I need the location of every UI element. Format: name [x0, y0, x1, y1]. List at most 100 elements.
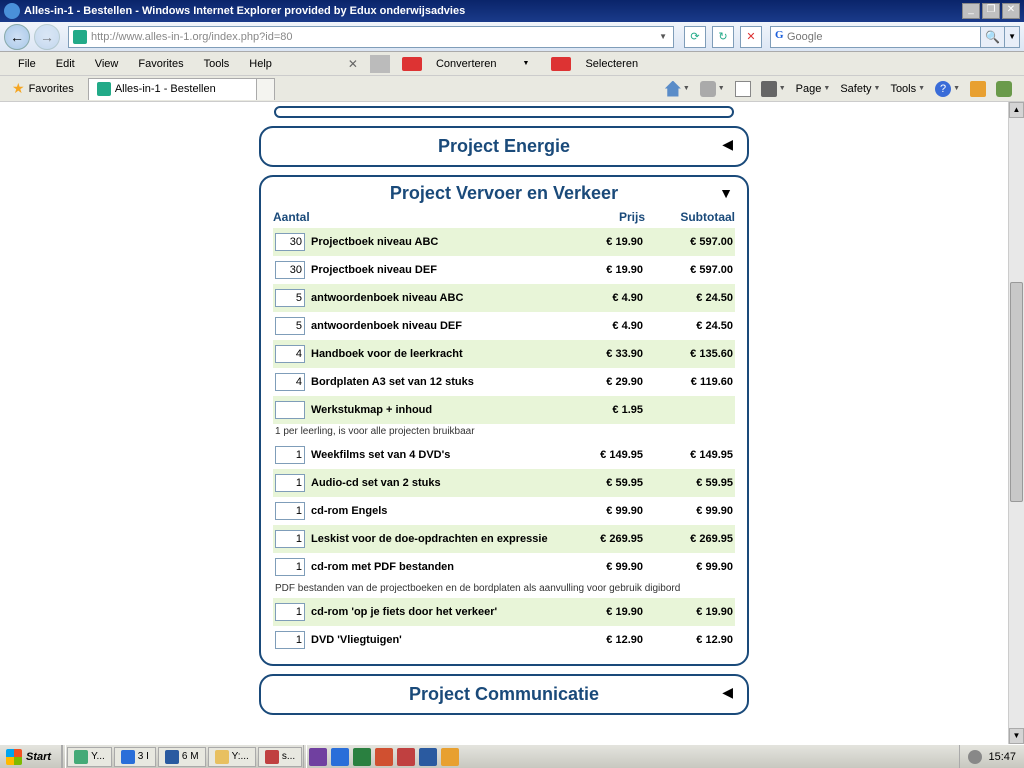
new-tab-button[interactable] [257, 78, 275, 100]
quantity-input[interactable] [275, 603, 305, 621]
product-subtotal: € 99.90 [643, 505, 733, 517]
search-input[interactable] [787, 31, 980, 43]
help-button[interactable]: ?▼ [931, 79, 964, 99]
close-button[interactable]: ✕ [1002, 3, 1020, 19]
panel-vervoer-toggle[interactable]: ▼ [719, 185, 733, 201]
menu-favorites[interactable]: Favorites [128, 55, 193, 73]
product-name: Projectboek niveau ABC [311, 236, 553, 248]
panel-communicatie-toggle[interactable]: ◀ [722, 684, 733, 701]
product-price: € 4.90 [553, 292, 643, 304]
safety-menu[interactable]: Safety▼ [836, 81, 884, 97]
quantity-input[interactable] [275, 261, 305, 279]
quicklaunch-icon[interactable] [353, 748, 371, 766]
menu-help[interactable]: Help [239, 55, 282, 73]
maximize-button[interactable]: ❐ [982, 3, 1000, 19]
taskbar-item-icon [265, 750, 279, 764]
product-row: Projectboek niveau DEF€ 19.90€ 597.00 [273, 256, 735, 284]
quantity-input[interactable] [275, 401, 305, 419]
product-row: Bordplaten A3 set van 12 stuks€ 29.90€ 1… [273, 368, 735, 396]
menu-edit[interactable]: Edit [46, 55, 85, 73]
close-toolbar-icon[interactable]: ✕ [342, 57, 364, 71]
quicklaunch-icon[interactable] [375, 748, 393, 766]
taskbar-item[interactable]: 6 M [158, 747, 206, 767]
quantity-input[interactable] [275, 345, 305, 363]
quantity-input[interactable] [275, 446, 305, 464]
page-menu[interactable]: Page▼ [792, 81, 835, 97]
quantity-input[interactable] [275, 373, 305, 391]
start-button[interactable]: Start [0, 745, 62, 768]
product-price: € 99.90 [553, 561, 643, 573]
forward-button[interactable]: → [34, 24, 60, 50]
menu-file[interactable]: File [8, 55, 46, 73]
window-title: Alles-in-1 - Bestellen - Windows Interne… [24, 5, 960, 17]
home-button[interactable]: ▼ [661, 79, 694, 99]
url-input[interactable] [91, 31, 657, 43]
quicklaunch-icon[interactable] [441, 748, 459, 766]
menu-tools[interactable]: Tools [194, 55, 240, 73]
product-row: DVD 'Vliegtuigen'€ 12.90€ 12.90 [273, 626, 735, 654]
taskbar-item-icon [121, 750, 135, 764]
messenger-button[interactable] [992, 79, 1016, 99]
favorites-button[interactable]: ★ Favorites [4, 77, 82, 100]
vertical-scrollbar[interactable]: ▲ ▼ [1008, 102, 1024, 744]
quicklaunch-icon[interactable] [419, 748, 437, 766]
product-note: 1 per leerling, is voor alle projecten b… [273, 424, 735, 441]
address-dropdown[interactable]: ▼ [657, 32, 669, 41]
research-button[interactable] [966, 79, 990, 99]
tools-menu[interactable]: Tools▼ [886, 81, 929, 97]
quicklaunch-icon[interactable] [331, 748, 349, 766]
product-row: Handboek voor de leerkracht€ 33.90€ 135.… [273, 340, 735, 368]
search-button[interactable]: 🔍 [980, 27, 1004, 47]
compat-button[interactable]: ⟳ [684, 26, 706, 48]
quantity-input[interactable] [275, 502, 305, 520]
page-tab[interactable]: Alles-in-1 - Bestellen [88, 78, 257, 100]
product-row: Weekfilms set van 4 DVD's€ 149.95€ 149.9… [273, 441, 735, 469]
quicklaunch-icon[interactable] [397, 748, 415, 766]
minimize-button[interactable]: _ [962, 3, 980, 19]
taskbar-item[interactable]: Y:... [208, 747, 256, 767]
taskbar-item[interactable]: s... [258, 747, 302, 767]
search-dropdown[interactable]: ▼ [1004, 27, 1019, 47]
panel-energie: Project Energie ◀ [259, 126, 749, 167]
menu-view[interactable]: View [85, 55, 129, 73]
stop-button[interactable]: ✕ [740, 26, 762, 48]
quantity-input[interactable] [275, 530, 305, 548]
panel-communicatie: Project Communicatie ◀ [259, 674, 749, 715]
scroll-thumb[interactable] [1010, 282, 1023, 502]
quantity-input[interactable] [275, 558, 305, 576]
product-name: Weekfilms set van 4 DVD's [311, 449, 553, 461]
scroll-down-button[interactable]: ▼ [1009, 728, 1024, 744]
product-row: Projectboek niveau ABC€ 19.90€ 597.00 [273, 228, 735, 256]
quantity-input[interactable] [275, 233, 305, 251]
system-tray: 15:47 [959, 745, 1024, 768]
taskbar-item[interactable]: Y... [67, 747, 112, 767]
collapsed-top-panel[interactable] [274, 106, 734, 118]
quicklaunch-icon[interactable] [309, 748, 327, 766]
product-name: DVD 'Vliegtuigen' [311, 634, 553, 646]
quantity-input[interactable] [275, 317, 305, 335]
quantity-input[interactable] [275, 631, 305, 649]
product-note: PDF bestanden van de projectboeken en de… [273, 581, 735, 598]
print-button[interactable]: ▼ [757, 79, 790, 99]
product-name: Werkstukmap + inhoud [311, 404, 553, 416]
product-name: cd-rom 'op je fiets door het verkeer' [311, 606, 553, 618]
content-area: Project Energie ◀ Project Vervoer en Ver… [0, 102, 1024, 744]
back-button[interactable]: ← [4, 24, 30, 50]
selecteren-button[interactable]: Selecteren [545, 53, 654, 75]
product-price: € 12.90 [553, 634, 643, 646]
scroll-up-button[interactable]: ▲ [1009, 102, 1024, 118]
feeds-button[interactable]: ▼ [696, 79, 729, 99]
panel-energie-toggle[interactable]: ◀ [722, 136, 733, 153]
tray-icon[interactable] [968, 750, 982, 764]
product-name: antwoordenboek niveau DEF [311, 320, 553, 332]
refresh-button[interactable]: ↻ [712, 26, 734, 48]
quantity-input[interactable] [275, 289, 305, 307]
address-bar[interactable]: ▼ [68, 26, 674, 48]
quantity-input[interactable] [275, 474, 305, 492]
product-subtotal: € 597.00 [643, 264, 733, 276]
search-box[interactable]: G 🔍 ▼ [770, 26, 1020, 48]
product-subtotal: € 12.90 [643, 634, 733, 646]
taskbar-item[interactable]: 3 I [114, 747, 156, 767]
mail-button[interactable] [731, 79, 755, 99]
converteren-button[interactable]: Converteren▼ [396, 53, 545, 75]
